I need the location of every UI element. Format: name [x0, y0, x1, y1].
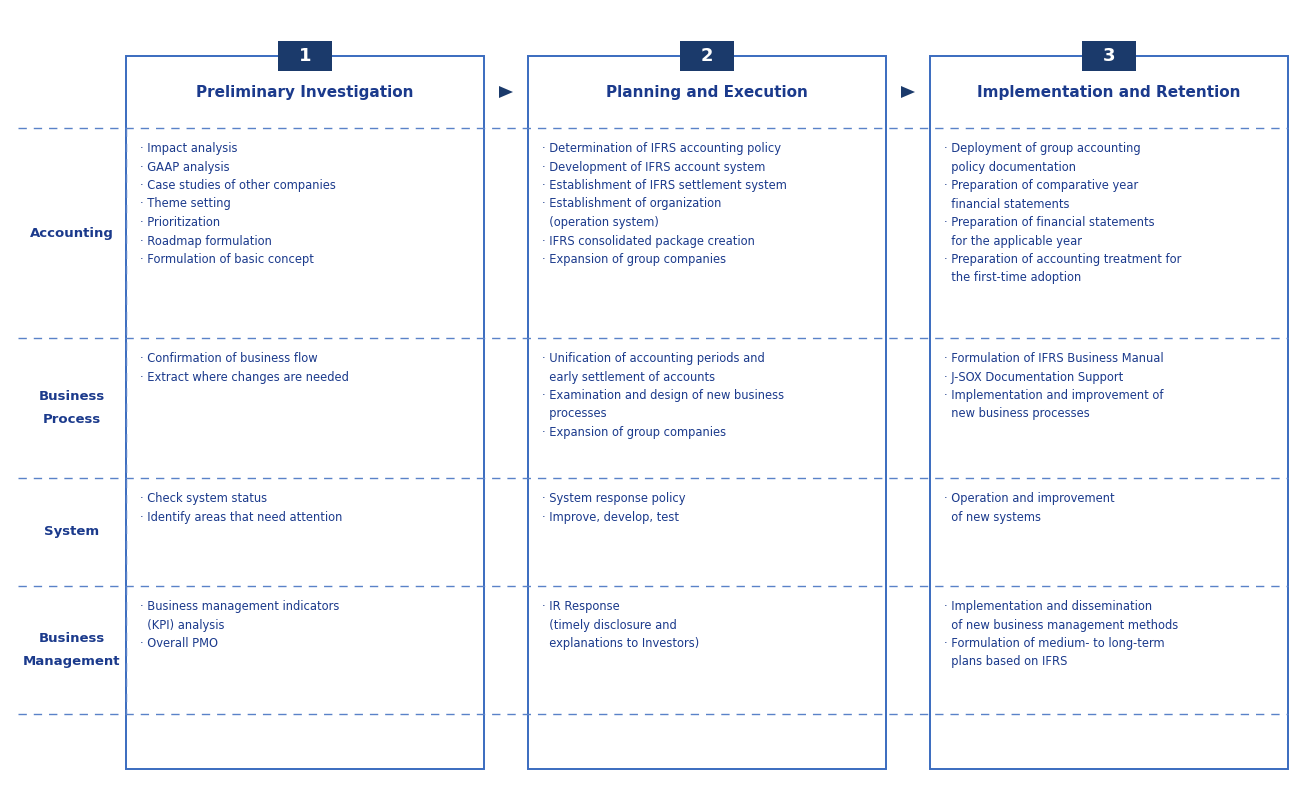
- Text: · Operation and improvement
  of new systems: · Operation and improvement of new syste…: [944, 492, 1114, 523]
- Bar: [278, 41, 332, 71]
- Text: · Confirmation of business flow
· Extract where changes are needed: · Confirmation of business flow · Extrac…: [140, 352, 349, 383]
- Bar: [125, 56, 485, 769]
- Polygon shape: [901, 86, 916, 98]
- Bar: [528, 56, 885, 769]
- Text: Implementation and Retention: Implementation and Retention: [977, 84, 1241, 99]
- Text: · Unification of accounting periods and
  early settlement of accounts
· Examina: · Unification of accounting periods and …: [542, 352, 784, 439]
- Text: Planning and Execution: Planning and Execution: [606, 84, 808, 99]
- Text: · IR Response
  (timely disclosure and
  explanations to Investors): · IR Response (timely disclosure and exp…: [542, 600, 699, 650]
- Text: · Impact analysis
· GAAP analysis
· Case studies of other companies
· Theme sett: · Impact analysis · GAAP analysis · Case…: [140, 142, 336, 266]
- Text: · Determination of IFRS accounting policy
· Development of IFRS account system
·: · Determination of IFRS accounting polic…: [542, 142, 788, 266]
- Bar: [1081, 41, 1136, 71]
- Text: · Formulation of IFRS Business Manual
· J-SOX Documentation Support
· Implementa: · Formulation of IFRS Business Manual · …: [944, 352, 1164, 420]
- Text: · Business management indicators
  (KPI) analysis
· Overall PMO: · Business management indicators (KPI) a…: [140, 600, 340, 650]
- Text: Accounting: Accounting: [30, 227, 114, 239]
- Text: · System response policy
· Improve, develop, test: · System response policy · Improve, deve…: [542, 492, 686, 523]
- Text: 3: 3: [1102, 47, 1115, 65]
- Text: · Deployment of group accounting
  policy documentation
· Preparation of compara: · Deployment of group accounting policy …: [944, 142, 1182, 284]
- Polygon shape: [499, 86, 513, 98]
- Text: 1: 1: [299, 47, 311, 65]
- Bar: [680, 41, 734, 71]
- Text: · Implementation and dissemination
  of new business management methods
· Formul: · Implementation and dissemination of ne…: [944, 600, 1178, 668]
- Bar: [930, 56, 1288, 769]
- Text: Business
Management: Business Management: [24, 632, 120, 668]
- Text: Preliminary Investigation: Preliminary Investigation: [196, 84, 414, 99]
- Text: Business
Process: Business Process: [39, 390, 104, 426]
- Text: 2: 2: [701, 47, 713, 65]
- Text: · Check system status
· Identify areas that need attention: · Check system status · Identify areas t…: [140, 492, 342, 523]
- Text: System: System: [44, 526, 99, 538]
